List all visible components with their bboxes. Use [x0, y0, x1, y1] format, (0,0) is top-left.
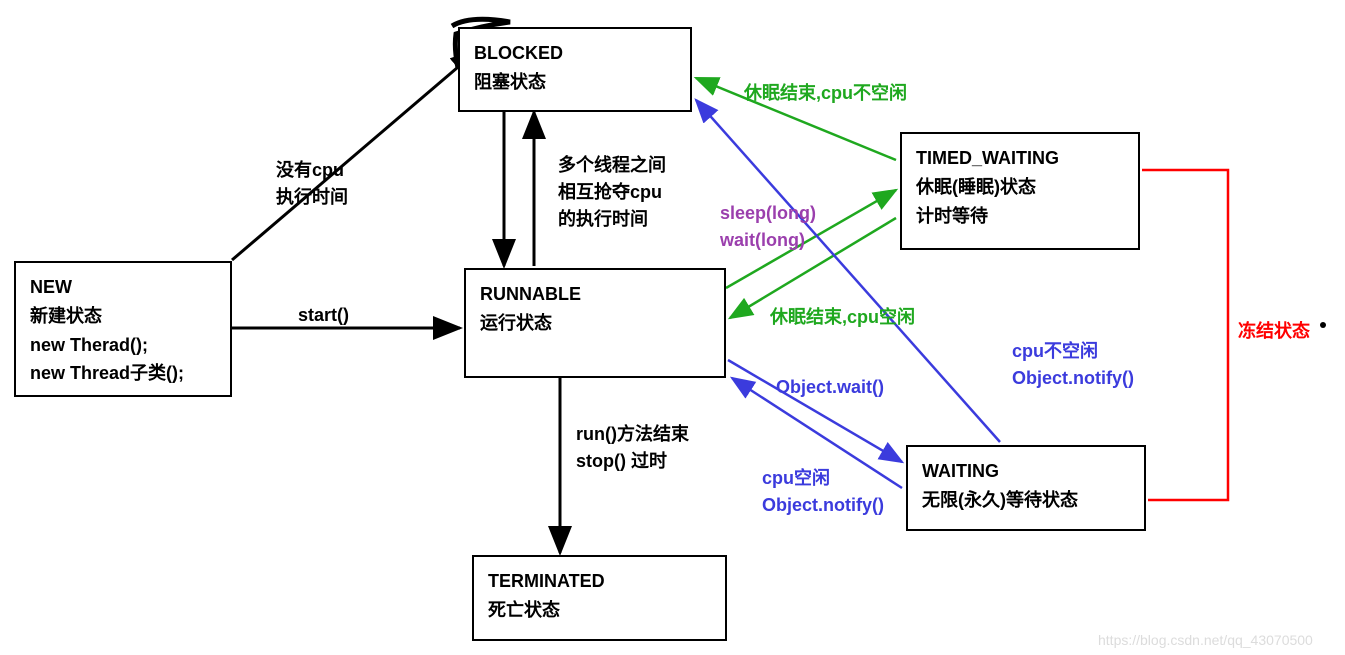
label-line: 执行时间	[276, 184, 348, 211]
label-line: Object.notify()	[1012, 365, 1134, 392]
node-line: BLOCKED	[474, 39, 676, 68]
node-waiting: WAITING无限(永久)等待状态	[906, 445, 1146, 531]
label-line: 休眠结束,cpu不空闲	[744, 80, 907, 107]
label-run-stop: run()方法结束stop() 过时	[576, 421, 689, 475]
node-blocked: BLOCKED阻塞状态	[458, 27, 692, 112]
node-line: 运行状态	[480, 309, 710, 338]
label-line: 的执行时间	[558, 206, 666, 233]
node-line: 新建状态	[30, 302, 216, 331]
label-line: 相互抢夺cpu	[558, 179, 666, 206]
node-runnable: RUNNABLE运行状态	[464, 268, 726, 378]
label-sleep-end-busy: 休眠结束,cpu不空闲	[744, 80, 907, 107]
label-line: 休眠结束,cpu空闲	[770, 304, 915, 331]
node-new: NEW新建状态new Therad();new Thread子类();	[14, 261, 232, 397]
label-sleep-wait: sleep(long)wait(long)	[720, 200, 816, 254]
label-line: cpu不空闲	[1012, 338, 1134, 365]
label-line: Object.wait()	[776, 374, 884, 401]
label-line: sleep(long)	[720, 200, 816, 227]
node-line: new Therad();	[30, 331, 216, 360]
label-object-wait: Object.wait()	[776, 374, 884, 401]
label-line: start()	[298, 302, 349, 329]
node-line: 无限(永久)等待状态	[922, 486, 1130, 515]
dot	[1320, 322, 1326, 328]
label-line: 冻结状态	[1238, 318, 1310, 345]
node-line: NEW	[30, 273, 216, 302]
node-line: TIMED_WAITING	[916, 144, 1124, 173]
label-multi-thread: 多个线程之间相互抢夺cpu的执行时间	[558, 152, 666, 233]
label-no-cpu: 没有cpu执行时间	[276, 157, 348, 211]
label-cpu-not-idle-notify: cpu不空闲Object.notify()	[1012, 338, 1134, 392]
label-line: wait(long)	[720, 227, 816, 254]
node-line: TERMINATED	[488, 567, 711, 596]
node-line: WAITING	[922, 457, 1130, 486]
label-start: start()	[298, 302, 349, 329]
label-line: stop() 过时	[576, 448, 689, 475]
edge-frozen-timed	[1142, 170, 1228, 500]
label-line: cpu空闲	[762, 465, 884, 492]
node-line: 休眠(睡眠)状态	[916, 173, 1124, 202]
node-timed-waiting: TIMED_WAITING休眠(睡眠)状态计时等待	[900, 132, 1140, 250]
label-line: 没有cpu	[276, 157, 348, 184]
label-frozen: 冻结状态	[1238, 318, 1310, 345]
node-terminated: TERMINATED死亡状态	[472, 555, 727, 641]
label-cpu-idle-notify: cpu空闲Object.notify()	[762, 465, 884, 519]
label-line: Object.notify()	[762, 492, 884, 519]
watermark: https://blog.csdn.net/qq_43070500	[1098, 632, 1313, 648]
label-sleep-end-idle: 休眠结束,cpu空闲	[770, 304, 915, 331]
node-line: 死亡状态	[488, 596, 711, 625]
node-line: new Thread子类();	[30, 359, 216, 388]
label-line: run()方法结束	[576, 421, 689, 448]
node-line: RUNNABLE	[480, 280, 710, 309]
node-line: 计时等待	[916, 202, 1124, 231]
label-line: 多个线程之间	[558, 152, 666, 179]
node-line: 阻塞状态	[474, 68, 676, 97]
edge-new-to-blocked	[232, 50, 478, 260]
